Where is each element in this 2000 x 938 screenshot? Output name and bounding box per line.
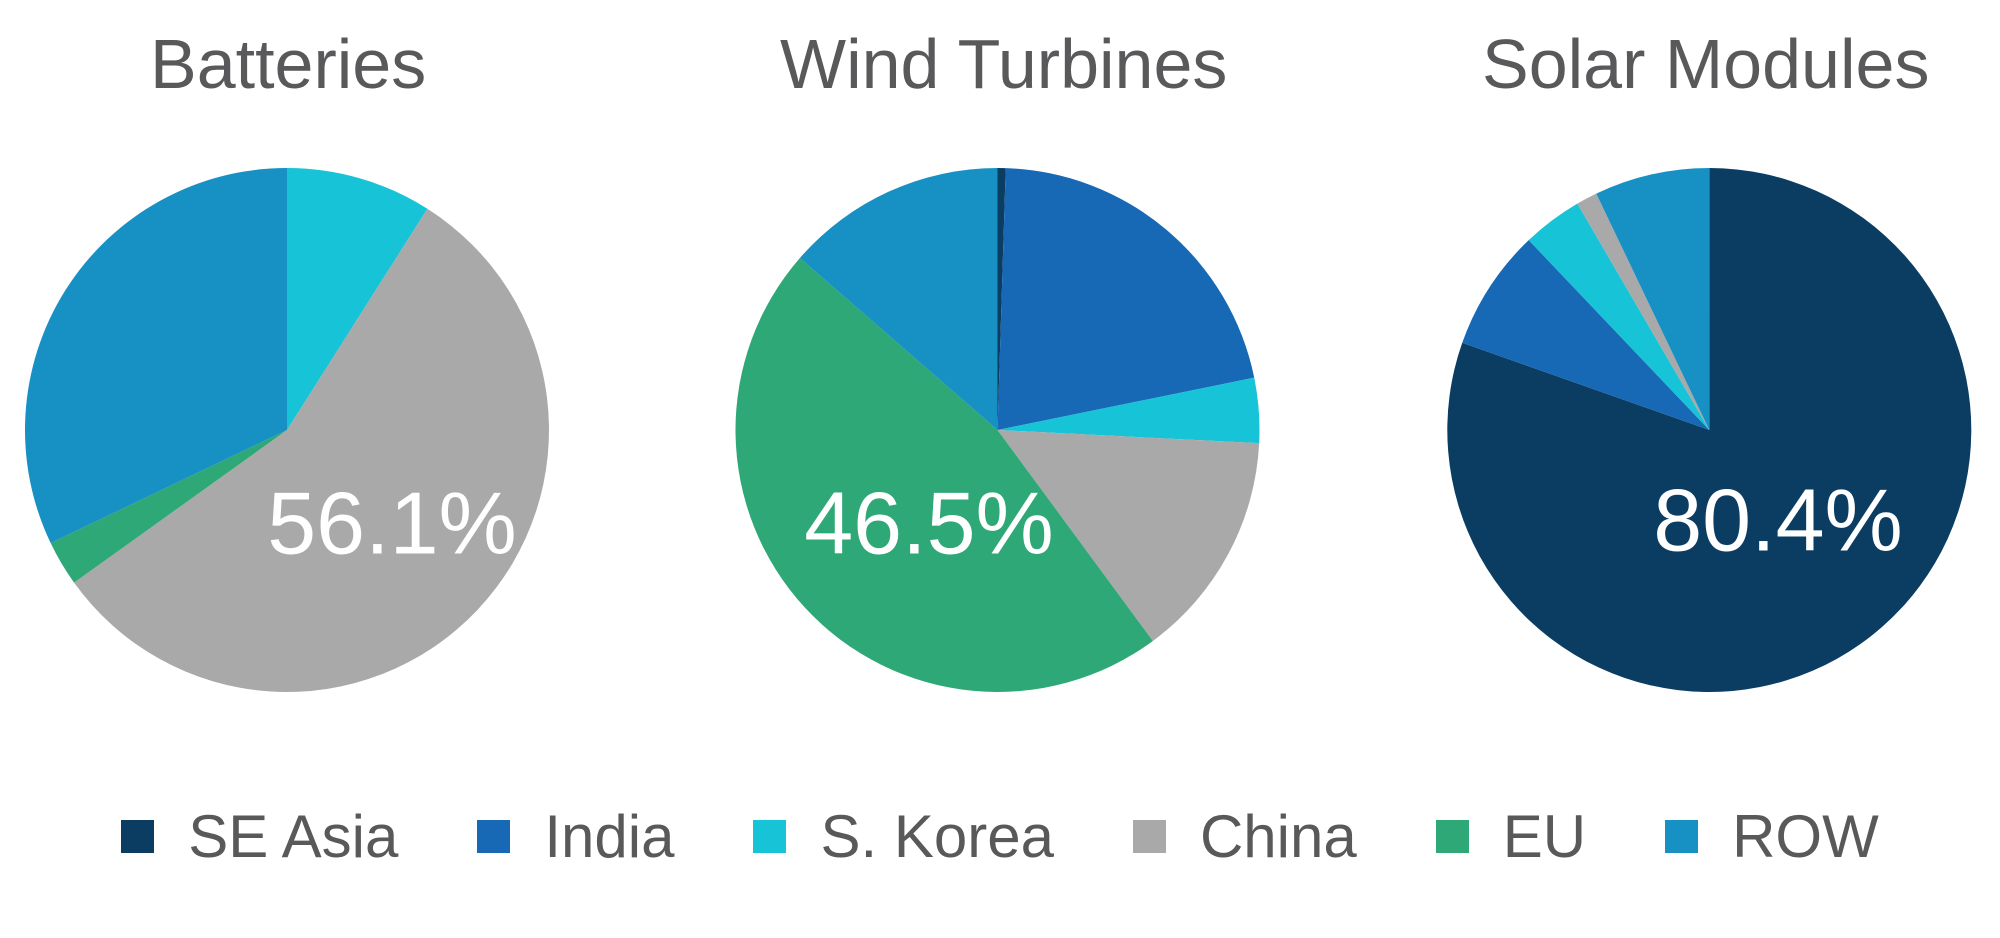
svg-text:46.5%: 46.5% (804, 473, 1054, 572)
svg-text:56.1%: 56.1% (267, 473, 517, 572)
svg-text:80.4%: 80.4% (1653, 470, 1903, 569)
